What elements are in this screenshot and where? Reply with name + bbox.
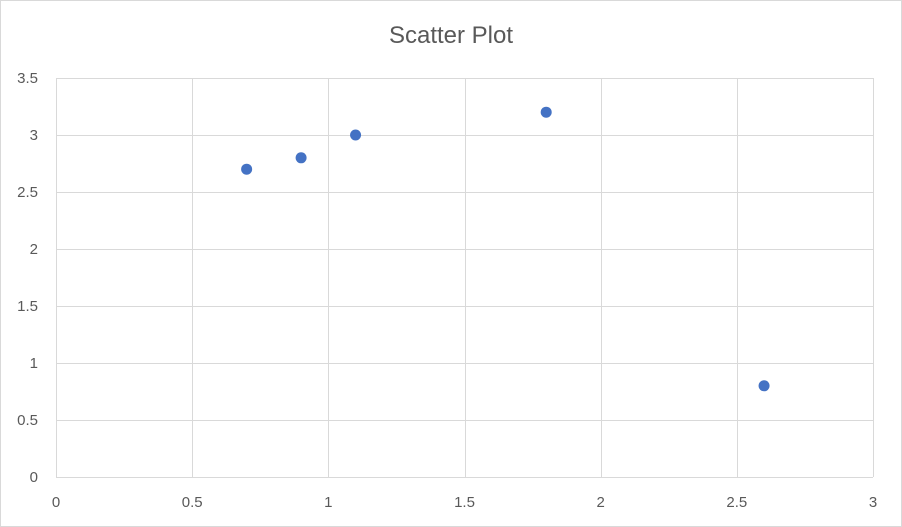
y-tick-label: 0 [30, 469, 38, 486]
data-point [758, 380, 770, 392]
x-tick-label: 0.5 [182, 494, 203, 511]
x-tick-label: 2.5 [726, 494, 747, 511]
y-tick-label: 2 [30, 241, 38, 258]
y-tick-label: 1 [30, 355, 38, 372]
data-point [241, 163, 253, 175]
x-tick-label: 2 [596, 494, 604, 511]
y-tick-label: 3.5 [17, 70, 38, 87]
x-tick-label: 1.5 [454, 494, 475, 511]
x-tick-label: 3 [869, 494, 877, 511]
y-tick-label: 1.5 [17, 298, 38, 315]
y-tick-label: 3 [30, 127, 38, 144]
x-tick-label: 1 [324, 494, 332, 511]
x-tick-label: 0 [52, 494, 60, 511]
y-tick-label: 0.5 [17, 412, 38, 429]
data-point [540, 106, 552, 118]
chart-title: Scatter Plot [388, 22, 514, 49]
data-point [350, 129, 362, 141]
y-tick-label: 2.5 [17, 184, 38, 201]
data-point [295, 152, 307, 164]
